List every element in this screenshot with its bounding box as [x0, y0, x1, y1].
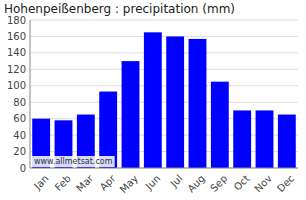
grid	[30, 20, 298, 168]
bars	[32, 32, 296, 168]
y-tick-label: 20	[13, 146, 26, 157]
title: Hohenpeißenberg : precipitation (mm)	[4, 2, 235, 16]
chart-container: Hohenpeißenberg : precipitation (mm) 0 20 4…	[0, 0, 306, 200]
chart: Hohenpeißenberg : precipitation (mm) 0 20 4…	[0, 0, 306, 200]
y-tick-label: 40	[13, 130, 26, 141]
y-tick-label: 80	[13, 97, 26, 108]
y-tick-label: 120	[7, 64, 26, 75]
y-axis-line	[30, 20, 31, 168]
x-tick-label: Jul	[168, 173, 185, 190]
grid-line	[30, 168, 298, 169]
y-axis: 0 20 40 60 80 100 120 140 160 180	[7, 15, 26, 174]
bar	[233, 110, 251, 168]
grid-line	[30, 20, 298, 21]
bar	[144, 32, 162, 168]
x-tick-label: Apr	[98, 172, 119, 193]
grid-line	[30, 36, 298, 37]
x-axis: JanFebMarAprMayJun JulAugSepOctNovDec	[31, 172, 296, 195]
x-tick-label: Aug	[185, 173, 207, 195]
bar	[189, 39, 207, 168]
bar	[122, 61, 140, 168]
bar	[256, 110, 274, 168]
bar	[211, 82, 229, 168]
x-axis-line	[30, 168, 298, 169]
annotation-bg	[32, 156, 115, 167]
bar	[166, 36, 184, 168]
y-tick-label: 140	[7, 47, 26, 58]
grid-line	[30, 52, 298, 53]
bar	[278, 115, 296, 168]
annotation: www.allmetsat.com	[34, 157, 113, 166]
y-tick-label: 100	[7, 80, 26, 91]
x-tick-label: Dec	[275, 173, 296, 194]
x-tick-label: Mar	[74, 172, 96, 194]
grid-line	[30, 69, 298, 70]
x-tick-label: Nov	[252, 173, 274, 195]
grid-line	[30, 102, 298, 103]
grid-line	[30, 85, 298, 86]
x-tick-label: Jun	[143, 173, 163, 193]
x-tick-label: Feb	[53, 173, 73, 193]
y-tick-label: 0	[20, 163, 26, 174]
x-tick-label: Oct	[232, 173, 252, 193]
x-tick-label: May	[118, 173, 140, 195]
y-tick-label: 160	[7, 31, 26, 42]
y-tick-label: 180	[7, 15, 26, 26]
y-tick-label: 60	[13, 113, 26, 124]
x-tick-label: Sep	[208, 173, 229, 194]
x-tick-label: Jan	[31, 173, 50, 192]
